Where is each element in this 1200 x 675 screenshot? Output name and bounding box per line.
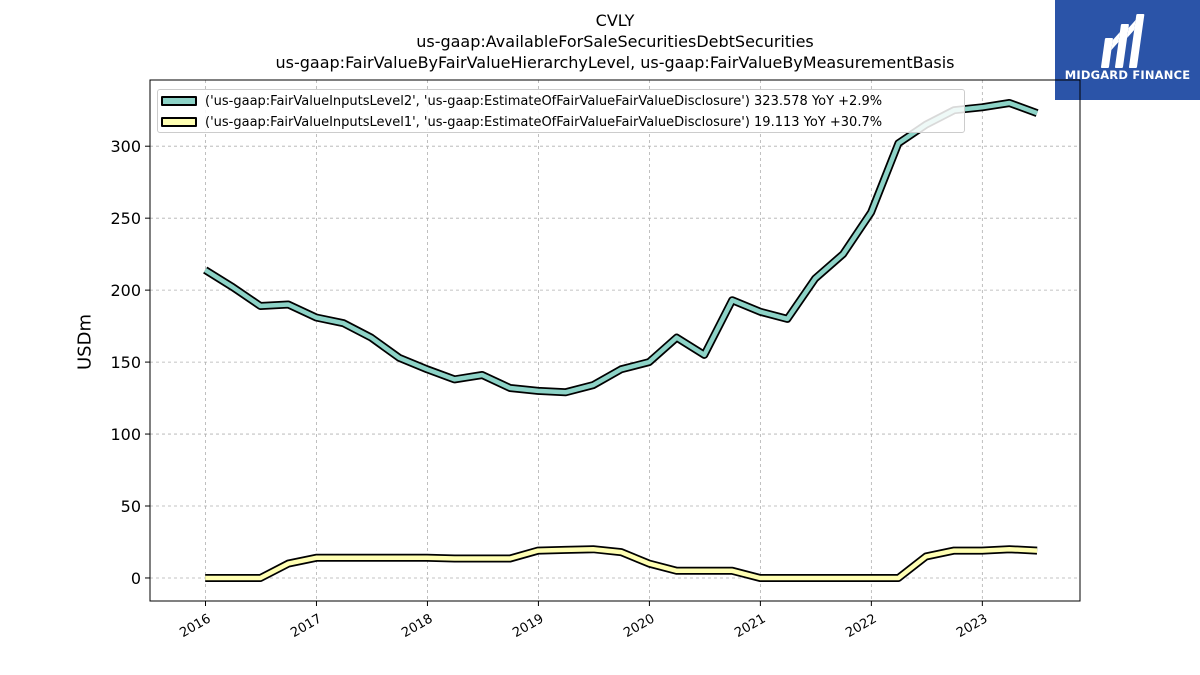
y-tick-label: 150: [110, 353, 141, 372]
plot-area-frame: [149, 79, 1081, 602]
y-tick-label: 300: [110, 137, 141, 156]
logo-mark-icon: [1100, 14, 1145, 68]
logo-text: MIDGARD FINANCE: [1064, 68, 1191, 82]
legend-swatch-level1: [161, 117, 197, 127]
y-tick-label: 200: [110, 281, 141, 300]
x-tick-label: 2018: [399, 611, 435, 641]
legend-label-level1: ('us-gaap:FairValueInputsLevel1', 'us-ga…: [205, 114, 883, 130]
legend-label-level2: ('us-gaap:FairValueInputsLevel2', 'us-ga…: [205, 93, 883, 109]
title-ticker: CVLY: [595, 11, 635, 30]
x-tick-label: 2022: [843, 611, 879, 641]
title-concept: us-gaap:AvailableForSaleSecuritiesDebtSe…: [416, 32, 814, 51]
title-dimensions: us-gaap:FairValueByFairValueHierarchyLev…: [275, 53, 955, 72]
legend-item-level2: ('us-gaap:FairValueInputsLevel2', 'us-ga…: [158, 91, 882, 111]
y-tick-label: 250: [110, 209, 141, 228]
legend-swatch-level2: [161, 96, 197, 106]
y-tick-label: 100: [110, 425, 141, 444]
x-tick-label: 2021: [732, 611, 768, 641]
grid: [150, 80, 1080, 601]
x-tick-label: 2019: [510, 611, 546, 641]
chart-title: CVLY us-gaap:AvailableForSaleSecuritiesD…: [150, 10, 1080, 73]
series-line-0: [204, 100, 1038, 395]
series-line-1: [205, 546, 1038, 581]
x-tick-label: 2017: [288, 611, 324, 641]
series-lines: [203, 99, 1039, 582]
x-tick-label: 2020: [621, 611, 657, 641]
legend-item-level1: ('us-gaap:FairValueInputsLevel1', 'us-ga…: [158, 112, 882, 132]
midgard-finance-logo: MIDGARD FINANCE: [1055, 0, 1200, 100]
y-tick-label: 0: [131, 569, 141, 588]
y-axis-label: USDm: [74, 314, 96, 370]
legend: ('us-gaap:FairValueInputsLevel2', 'us-ga…: [157, 89, 965, 133]
y-tick-label: 50: [121, 497, 141, 516]
x-tick-label: 2023: [954, 611, 990, 641]
x-tick-label: 2016: [177, 611, 213, 641]
